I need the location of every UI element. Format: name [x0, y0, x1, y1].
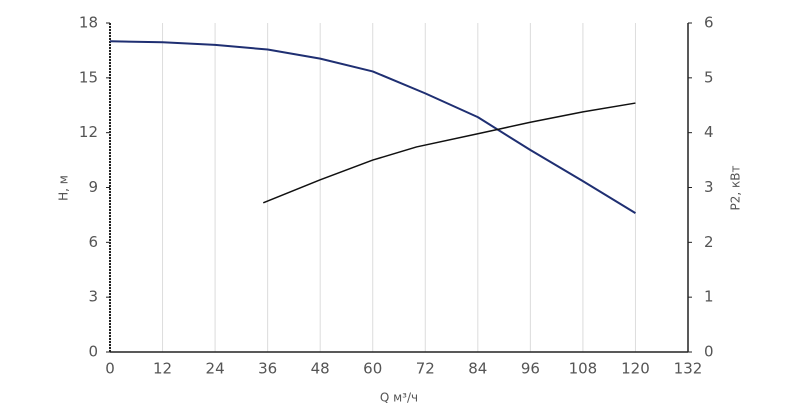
- y-tick-label: 15: [79, 68, 98, 86]
- x-tick-label: 132: [674, 360, 703, 378]
- y2-tick-label: 3: [704, 178, 714, 196]
- y2-tick-label: 4: [704, 123, 714, 141]
- y2-tick-label: 0: [704, 343, 714, 361]
- y-tick-label: 0: [88, 343, 98, 361]
- line-series: [262, 102, 636, 204]
- y2-tick-label: 6: [704, 14, 714, 32]
- x-tick-label: 48: [311, 360, 330, 378]
- y-tick-label: 9: [88, 178, 98, 196]
- y-tick-label: 3: [88, 288, 98, 306]
- x-tick-label: 84: [468, 360, 487, 378]
- x-tick-label: 36: [258, 360, 277, 378]
- y2-tick-label: 2: [704, 233, 714, 251]
- x-axis-label: Q м³/ч: [380, 391, 418, 405]
- y2-tick-label: 1: [704, 288, 714, 306]
- x-tick-label: 60: [363, 360, 382, 378]
- x-tick-label: 72: [416, 360, 435, 378]
- y-axis-label: H, м: [57, 175, 71, 201]
- y-tick-label: 18: [79, 14, 98, 32]
- x-tick-label: 120: [621, 360, 650, 378]
- y2-tick-label: 5: [704, 68, 714, 86]
- x-tick-label: 108: [569, 360, 598, 378]
- y-tick-label: 6: [88, 233, 98, 251]
- x-tick-label: 0: [105, 360, 115, 378]
- x-tick-label: 12: [153, 360, 172, 378]
- x-tick-label: 96: [521, 360, 540, 378]
- line-series: [109, 40, 636, 214]
- y-tick-label: 12: [79, 123, 98, 141]
- x-tick-label: 24: [206, 360, 225, 378]
- y2-axis-label: P2, кВт: [729, 166, 743, 211]
